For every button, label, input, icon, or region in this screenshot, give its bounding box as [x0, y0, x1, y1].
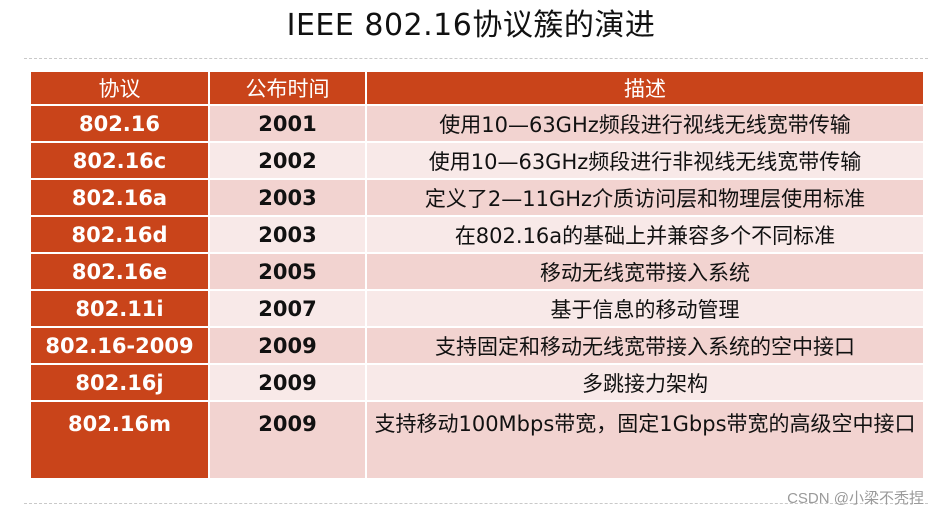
column-header-year: 公布时间 [210, 72, 365, 104]
description-cell: 支持移动100Mbps带宽，固定1Gbps带宽的高级空中接口 [367, 402, 923, 478]
year-cell: 2005 [210, 254, 365, 289]
description-cell: 使用10—63GHz频段进行视线无线宽带传输 [367, 106, 923, 141]
protocol-cell: 802.16-2009 [31, 328, 208, 363]
protocol-cell: 802.16d [31, 217, 208, 252]
description-cell: 多跳接力架构 [367, 365, 923, 400]
watermark: CSDN @小梁不秃捏 [787, 490, 924, 507]
description-cell: 在802.16a的基础上并兼容多个不同标准 [367, 217, 923, 252]
year-cell: 2003 [210, 217, 365, 252]
page-title: IEEE 802.16协议簇的演进 [286, 8, 656, 43]
table-row: 802.16 2001 使用10—63GHz频段进行视线无线宽带传输 [31, 106, 923, 141]
protocol-cell: 802.16e [31, 254, 208, 289]
table-row: 802.16m 2009 支持移动100Mbps带宽，固定1Gbps带宽的高级空… [31, 402, 923, 478]
description-cell: 支持固定和移动无线宽带接入系统的空中接口 [367, 328, 923, 363]
protocol-cell: 802.16 [31, 106, 208, 141]
table-row: 802.11i 2007 基于信息的移动管理 [31, 291, 923, 326]
year-cell: 2001 [210, 106, 365, 141]
year-cell: 2002 [210, 143, 365, 178]
description-cell: 基于信息的移动管理 [367, 291, 923, 326]
protocol-cell: 802.16a [31, 180, 208, 215]
description-cell: 使用10—63GHz频段进行非视线无线宽带传输 [367, 143, 923, 178]
slide-frame [24, 58, 928, 504]
table-row: 802.16d 2003 在802.16a的基础上并兼容多个不同标准 [31, 217, 923, 252]
table-row: 802.16c 2002 使用10—63GHz频段进行非视线无线宽带传输 [31, 143, 923, 178]
column-header-description: 描述 [367, 72, 923, 104]
year-cell: 2009 [210, 402, 365, 478]
year-cell: 2009 [210, 365, 365, 400]
protocol-cell: 802.16m [31, 402, 208, 478]
protocol-table: 协议 公布时间 描述 802.16 2001 使用10—63GHz频段进行视线无… [29, 70, 925, 480]
table-row: 802.16a 2003 定义了2—11GHz介质访问层和物理层使用标准 [31, 180, 923, 215]
year-cell: 2009 [210, 328, 365, 363]
protocol-cell: 802.16c [31, 143, 208, 178]
description-cell: 定义了2—11GHz介质访问层和物理层使用标准 [367, 180, 923, 215]
column-header-protocol: 协议 [31, 72, 208, 104]
year-cell: 2007 [210, 291, 365, 326]
table-header-row: 协议 公布时间 描述 [31, 72, 923, 104]
table-row: 802.16j 2009 多跳接力架构 [31, 365, 923, 400]
description-cell: 移动无线宽带接入系统 [367, 254, 923, 289]
protocol-cell: 802.16j [31, 365, 208, 400]
table-row: 802.16-2009 2009 支持固定和移动无线宽带接入系统的空中接口 [31, 328, 923, 363]
table-row: 802.16e 2005 移动无线宽带接入系统 [31, 254, 923, 289]
protocol-cell: 802.11i [31, 291, 208, 326]
year-cell: 2003 [210, 180, 365, 215]
